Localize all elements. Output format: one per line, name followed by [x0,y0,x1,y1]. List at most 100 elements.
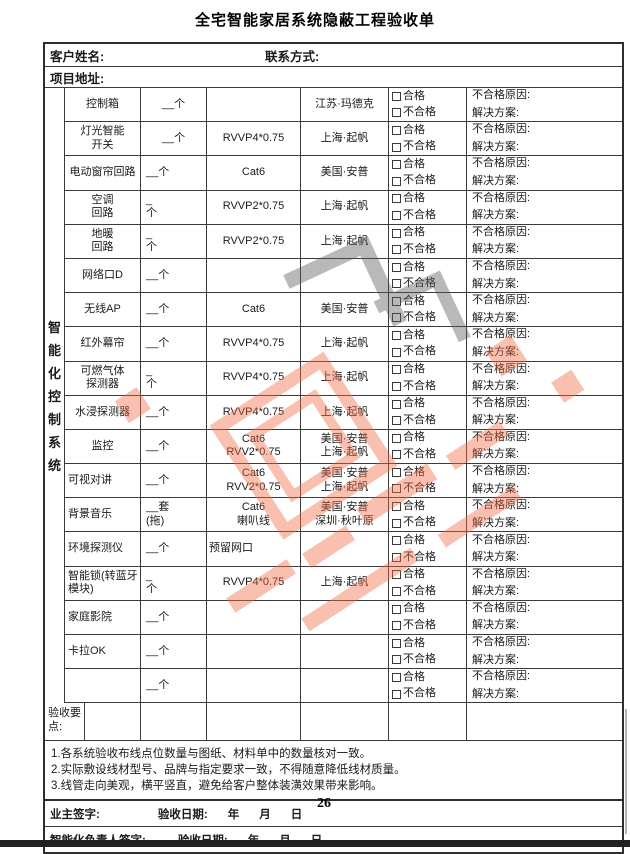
solution-label: 解决方案: [472,585,520,598]
fail-checkbox-label: 不合格 [403,516,436,529]
pass-checkbox: 合格 [392,158,466,172]
checkbox-icon [392,673,401,683]
cable-spec-cell: RVVP4*0.75 [207,361,301,395]
checkbox-icon [392,108,401,118]
solution-label: 解决方案: [472,653,520,666]
quantity-cell: __个 [141,327,207,361]
solution-label: 解决方案: [472,311,520,324]
pass-checkbox: 合格 [392,124,466,138]
fail-checkbox: 不合格 [392,277,466,291]
pass-checkbox: 合格 [392,397,466,411]
cable-spec-cell: RVVP4*0.75 [207,395,301,429]
pass-checkbox: 合格 [392,500,466,514]
fail-reason-label: 不合格原因: [472,636,531,649]
qualification-cell: 合格 不合格 [389,190,467,224]
checkbox-icon [392,91,401,101]
cable-spec-cell: Cat6 喇叭线 [207,498,301,532]
pass-checkbox-label: 合格 [403,465,425,478]
fail-checkbox-label: 不合格 [403,345,436,358]
pass-checkbox-label: 合格 [403,294,425,307]
keypoints-row: 验收要点: [45,703,622,742]
table-row: 红外幕帘 __个 RVVP4*0.75 上海·起帆 合格 不合格 不合格原因: 解决方案: [65,327,622,362]
fail-checkbox-label: 不合格 [403,687,436,700]
pass-checkbox-label: 合格 [403,670,425,683]
table-row: 空调 回路 _ 个 RVVP2*0.75 上海·起帆 合格 不合格 不合格原因: 解决方案: [65,190,622,225]
header-row-address: 项目地址: [45,67,622,88]
device-name-cell: 红外幕帘 [65,327,141,361]
cable-spec-cell: RVVP4*0.75 [207,327,301,361]
device-name-cell: 网络口D [65,258,141,293]
checkbox-icon [392,484,401,494]
checkbox-icon [392,518,401,528]
fail-checkbox: 不合格 [392,414,466,428]
quantity-cell: _ 个 [141,566,207,600]
pass-checkbox-label: 合格 [403,534,425,547]
table-row: 卡拉OK __个 合格 不合格 不合格原因: 解决方案: [65,635,622,670]
keypoints-empty-cell [85,703,141,741]
checkbox-icon [392,536,401,546]
device-name-cell: 无线AP [65,293,141,327]
reason-cell: 不合格原因: 解决方案: [467,122,622,155]
brand-cell: 江苏·玛德克 [301,88,389,122]
checkbox-icon [392,450,401,460]
acceptance-date-label: 验收日期: [157,808,208,821]
brand-cell: 上海·起帆 [301,566,389,600]
fail-checkbox-label: 不合格 [403,618,436,631]
device-name-cell: 灯光智能 开关 [65,122,141,156]
cable-spec-cell [207,635,301,669]
solution-label: 解决方案: [472,619,520,632]
fail-checkbox: 不合格 [392,380,466,394]
table-row: __个 合格 不合格 不合格原因: 解决方案: [65,669,622,704]
contact-label: 联系方式: [265,49,320,64]
qualification-cell: 合格不合格 [389,258,467,293]
month-label: 月 [259,808,271,821]
device-name-cell: 监控 [65,429,141,464]
solution-label: 解决方案: [472,345,520,358]
quantity-cell: __个 [141,258,207,293]
table-row: 可视对讲 __个 Cat6 RVV2*0.75 美国·安普 上海·起帆 合格 不合格 不合格… [65,464,622,499]
project-address-label: 项目地址: [50,71,105,86]
pass-checkbox: 合格 [392,261,466,275]
pass-checkbox: 合格 [392,192,466,206]
device-name-cell: 家庭影院 [65,600,141,634]
fail-checkbox: 不合格 [392,653,466,667]
solution-label: 解决方案: [472,482,520,495]
note-line: 3.线管走向美观，横平竖直，避免给客户整体装潢效果带来影响。 [51,780,383,793]
keypoints-empty-cell [389,703,467,741]
device-name-cell [65,669,141,703]
fail-checkbox-label: 不合格 [403,413,436,426]
pass-checkbox-label: 合格 [403,123,425,136]
system-category-label: 智能化控制系统 [45,88,65,704]
reason-cell: 不合格原因: 解决方案: [467,293,622,326]
qualification-cell: 合格 不合格 [389,122,467,156]
cable-spec-cell [207,600,301,634]
pass-checkbox-label: 合格 [403,602,425,615]
reason-cell: 不合格原因: 解决方案: [467,259,622,292]
fail-checkbox-label: 不合格 [403,584,436,597]
checkbox-icon [392,126,401,136]
reason-cell: 不合格原因: 解决方案: [467,225,622,258]
device-name-cell: 卡拉OK [65,635,141,669]
solution-label: 解决方案: [472,277,520,290]
system-label-char: 控 [47,389,61,405]
table-row: 地暖 回路 _ 个 RVVP2*0.75 上海·起帆 合格 不合格 不合格原因: 解决方案: [65,224,622,259]
owner-signature-row: 业主签字: 验收日期: 年 月 日 [45,801,622,828]
qualification-cell: 合格 不合格 [389,600,467,634]
reason-cell: 不合格原因: 解决方案: [467,567,622,600]
fail-checkbox: 不合格 [392,174,466,188]
solution-label: 解决方案: [472,380,520,393]
quantity-cell: __个 [141,395,207,429]
checkbox-icon [392,347,401,357]
system-label-char: 系 [47,435,61,451]
checkbox-icon [392,194,401,204]
brand-cell: 上海·起帆 [301,395,389,429]
checkbox-icon [392,552,401,562]
solution-label: 解决方案: [472,687,520,700]
checkbox-icon [392,160,401,170]
fail-reason-label: 不合格原因: [472,157,531,170]
fail-reason-label: 不合格原因: [472,362,531,375]
solution-label: 解决方案: [472,243,520,256]
fail-checkbox-label: 不合格 [403,653,436,666]
fail-checkbox-label: 不合格 [403,277,436,290]
reason-cell: 不合格原因: 解决方案: [467,396,622,429]
